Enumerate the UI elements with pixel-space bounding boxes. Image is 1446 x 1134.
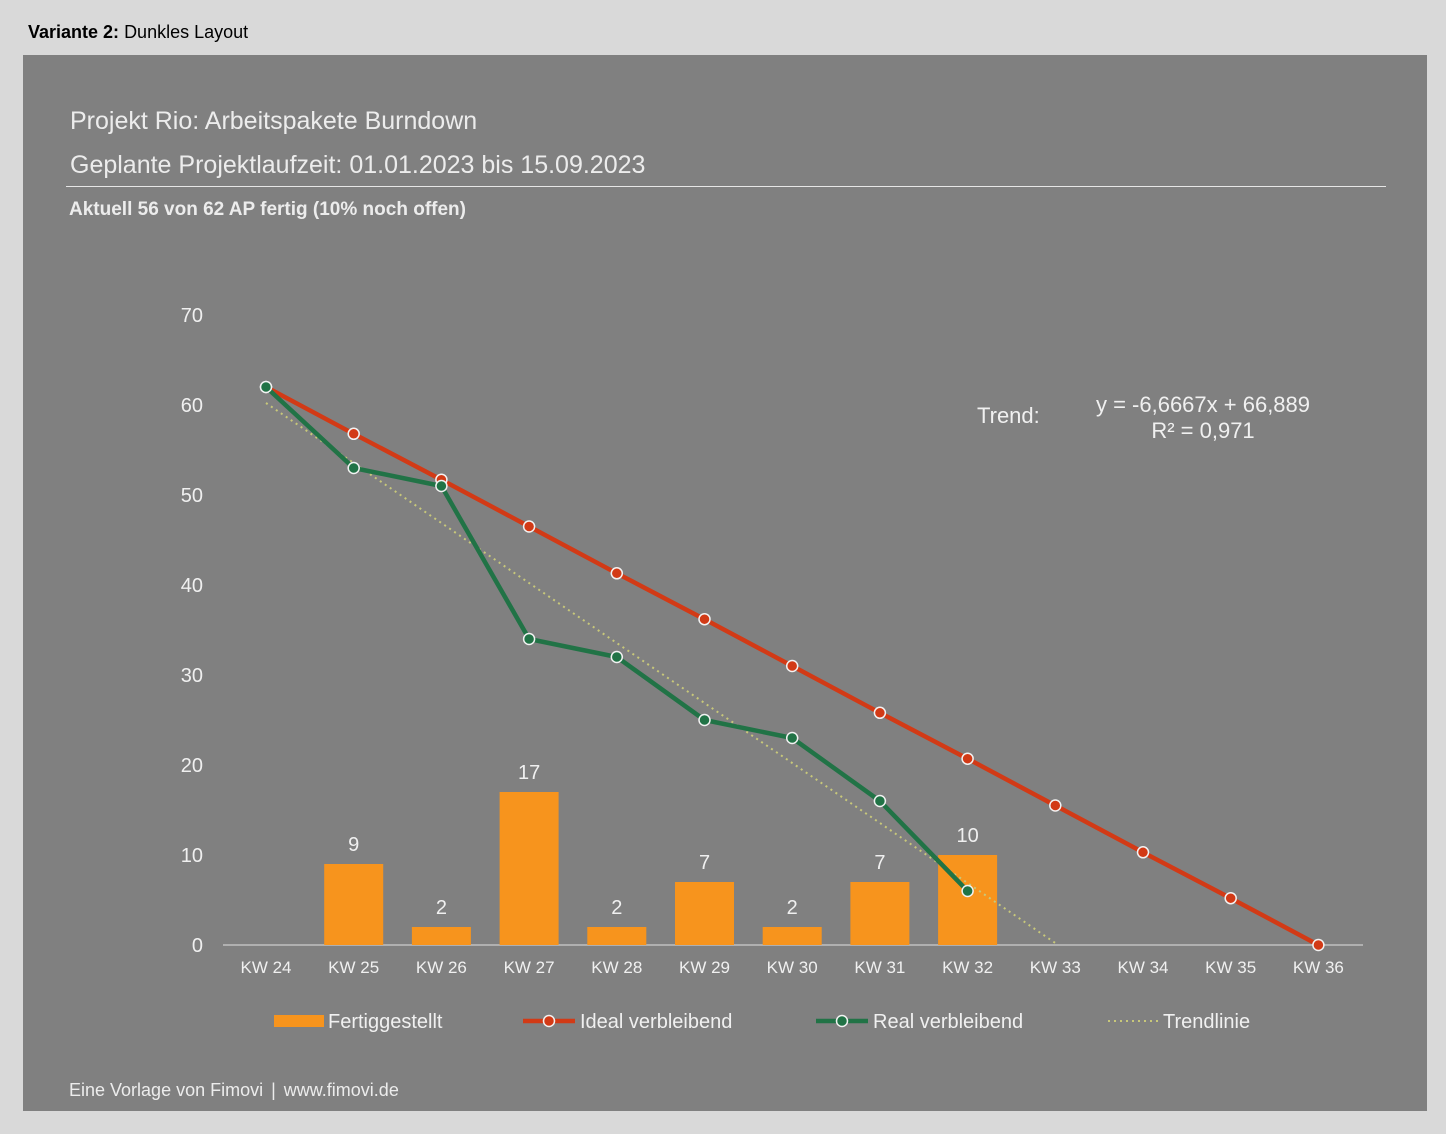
- bar-value-label: 17: [518, 762, 540, 784]
- series-fertiggestellt: 9 2 17 2 7 2 7 10: [324, 762, 998, 945]
- bar: [762, 927, 822, 945]
- variant-label: Variante 2:: [28, 22, 120, 42]
- y-tick-label: 0: [192, 935, 203, 957]
- y-tick-label: 30: [181, 665, 203, 687]
- x-tick-label: KW 27: [504, 958, 555, 977]
- legend-label: Trendlinie: [1163, 1011, 1250, 1033]
- trend-equation: y = -6,6667x + 66,889: [1096, 392, 1310, 417]
- legend-marker: [542, 1014, 556, 1028]
- data-point: [522, 520, 536, 533]
- data-point: [961, 884, 974, 898]
- data-point: [259, 380, 273, 394]
- bar-value-label: 9: [348, 834, 359, 856]
- bar-value-label: 7: [874, 852, 885, 874]
- variant-heading: Variante 2: Dunkles Layout: [28, 22, 248, 43]
- x-axis: KW 24 KW 25 KW 26 KW 27 KW 28 KW 29 KW 30 KW 31…: [240, 958, 1343, 977]
- bar: [850, 882, 910, 945]
- legend-label: Ideal verbleibend: [580, 1011, 732, 1033]
- series-real-line: [264, 385, 970, 893]
- data-point: [873, 794, 887, 808]
- series-ideal: [259, 380, 1325, 952]
- bar-value-label: 2: [611, 897, 622, 919]
- footer-credit: Eine Vorlage von Fimovi: [69, 1080, 264, 1100]
- data-point: [785, 659, 799, 673]
- x-tick-label: KW 33: [1030, 958, 1081, 977]
- bar: [411, 927, 471, 945]
- data-point: [522, 632, 536, 646]
- x-tick-label: KW 34: [1117, 958, 1168, 977]
- chart-subtitle: Geplante Projektlaufzeit: 01.01.2023 bis…: [70, 151, 646, 179]
- x-tick-label: KW 24: [240, 958, 291, 977]
- data-point: [698, 713, 711, 727]
- data-point: [698, 612, 711, 626]
- bar: [324, 864, 384, 945]
- bar-value-label: 10: [956, 825, 978, 847]
- legend-swatch-bar: [274, 1015, 324, 1027]
- x-tick-label: KW 25: [328, 958, 379, 977]
- variant-name: Dunkles Layout: [124, 22, 249, 42]
- bar: [499, 792, 559, 945]
- x-tick-label: KW 36: [1293, 958, 1344, 977]
- data-point: [961, 752, 974, 765]
- y-tick-label: 60: [181, 395, 203, 417]
- data-point: [347, 461, 360, 475]
- chart-panel: Projekt Rio: Arbeitspakete Burndown Gepl…: [23, 55, 1427, 1111]
- x-tick-label: KW 26: [416, 958, 467, 977]
- data-point: [1049, 799, 1062, 812]
- y-tick-label: 10: [181, 845, 203, 867]
- y-axis: 0 10 20 30 40 50 60 70: [181, 305, 203, 957]
- bar-value-label: 2: [436, 897, 447, 919]
- title-divider: [66, 186, 1386, 187]
- legend-marker: [835, 1014, 849, 1028]
- bar-value-label: 2: [787, 897, 798, 919]
- x-tick-label: KW 31: [854, 958, 905, 977]
- x-tick-label: KW 32: [942, 958, 993, 977]
- x-tick-label: KW 28: [591, 958, 642, 977]
- status-summary: Aktuell 56 von 62 AP fertig (10% noch of…: [69, 199, 466, 220]
- footer-link[interactable]: www.fimovi.de: [283, 1080, 399, 1100]
- legend-label: Real verbleibend: [873, 1011, 1023, 1033]
- bar: [587, 927, 647, 945]
- trend-line: [265, 402, 1059, 946]
- footer-separator: |: [271, 1080, 276, 1100]
- legend: Fertiggestellt Ideal verbleibend Real verb…: [274, 1011, 1250, 1033]
- x-tick-label: KW 29: [679, 958, 730, 977]
- x-tick-label: KW 30: [767, 958, 818, 977]
- bar-value-label: 7: [699, 852, 710, 874]
- data-point: [785, 731, 799, 745]
- legend-label: Fertiggestellt: [328, 1011, 443, 1033]
- y-tick-label: 50: [181, 485, 203, 507]
- series-real: [259, 380, 974, 898]
- x-tick-label: KW 35: [1205, 958, 1256, 977]
- data-point: [1136, 846, 1150, 859]
- data-point: [347, 427, 360, 441]
- y-tick-label: 70: [181, 305, 203, 327]
- chart-title: Projekt Rio: Arbeitspakete Burndown: [70, 107, 478, 135]
- data-point: [610, 650, 624, 664]
- data-point: [435, 479, 448, 493]
- data-point: [873, 706, 887, 720]
- trend-annotation-label: Trend:: [977, 403, 1040, 428]
- data-point: [1312, 938, 1325, 952]
- y-tick-label: 40: [181, 575, 203, 597]
- data-point: [1224, 891, 1237, 905]
- bar: [675, 882, 734, 945]
- burndown-chart: 0 10 20 30 40 50 60 70 KW 24 KW 25 KW 26 KW 27 KW 28…: [181, 305, 1363, 1033]
- data-point: [610, 567, 624, 580]
- y-tick-label: 20: [181, 755, 203, 777]
- footer: Eine Vorlage von Fimovi | www.fimovi.de: [69, 1080, 399, 1101]
- trend-r2: R² = 0,971: [1151, 418, 1254, 443]
